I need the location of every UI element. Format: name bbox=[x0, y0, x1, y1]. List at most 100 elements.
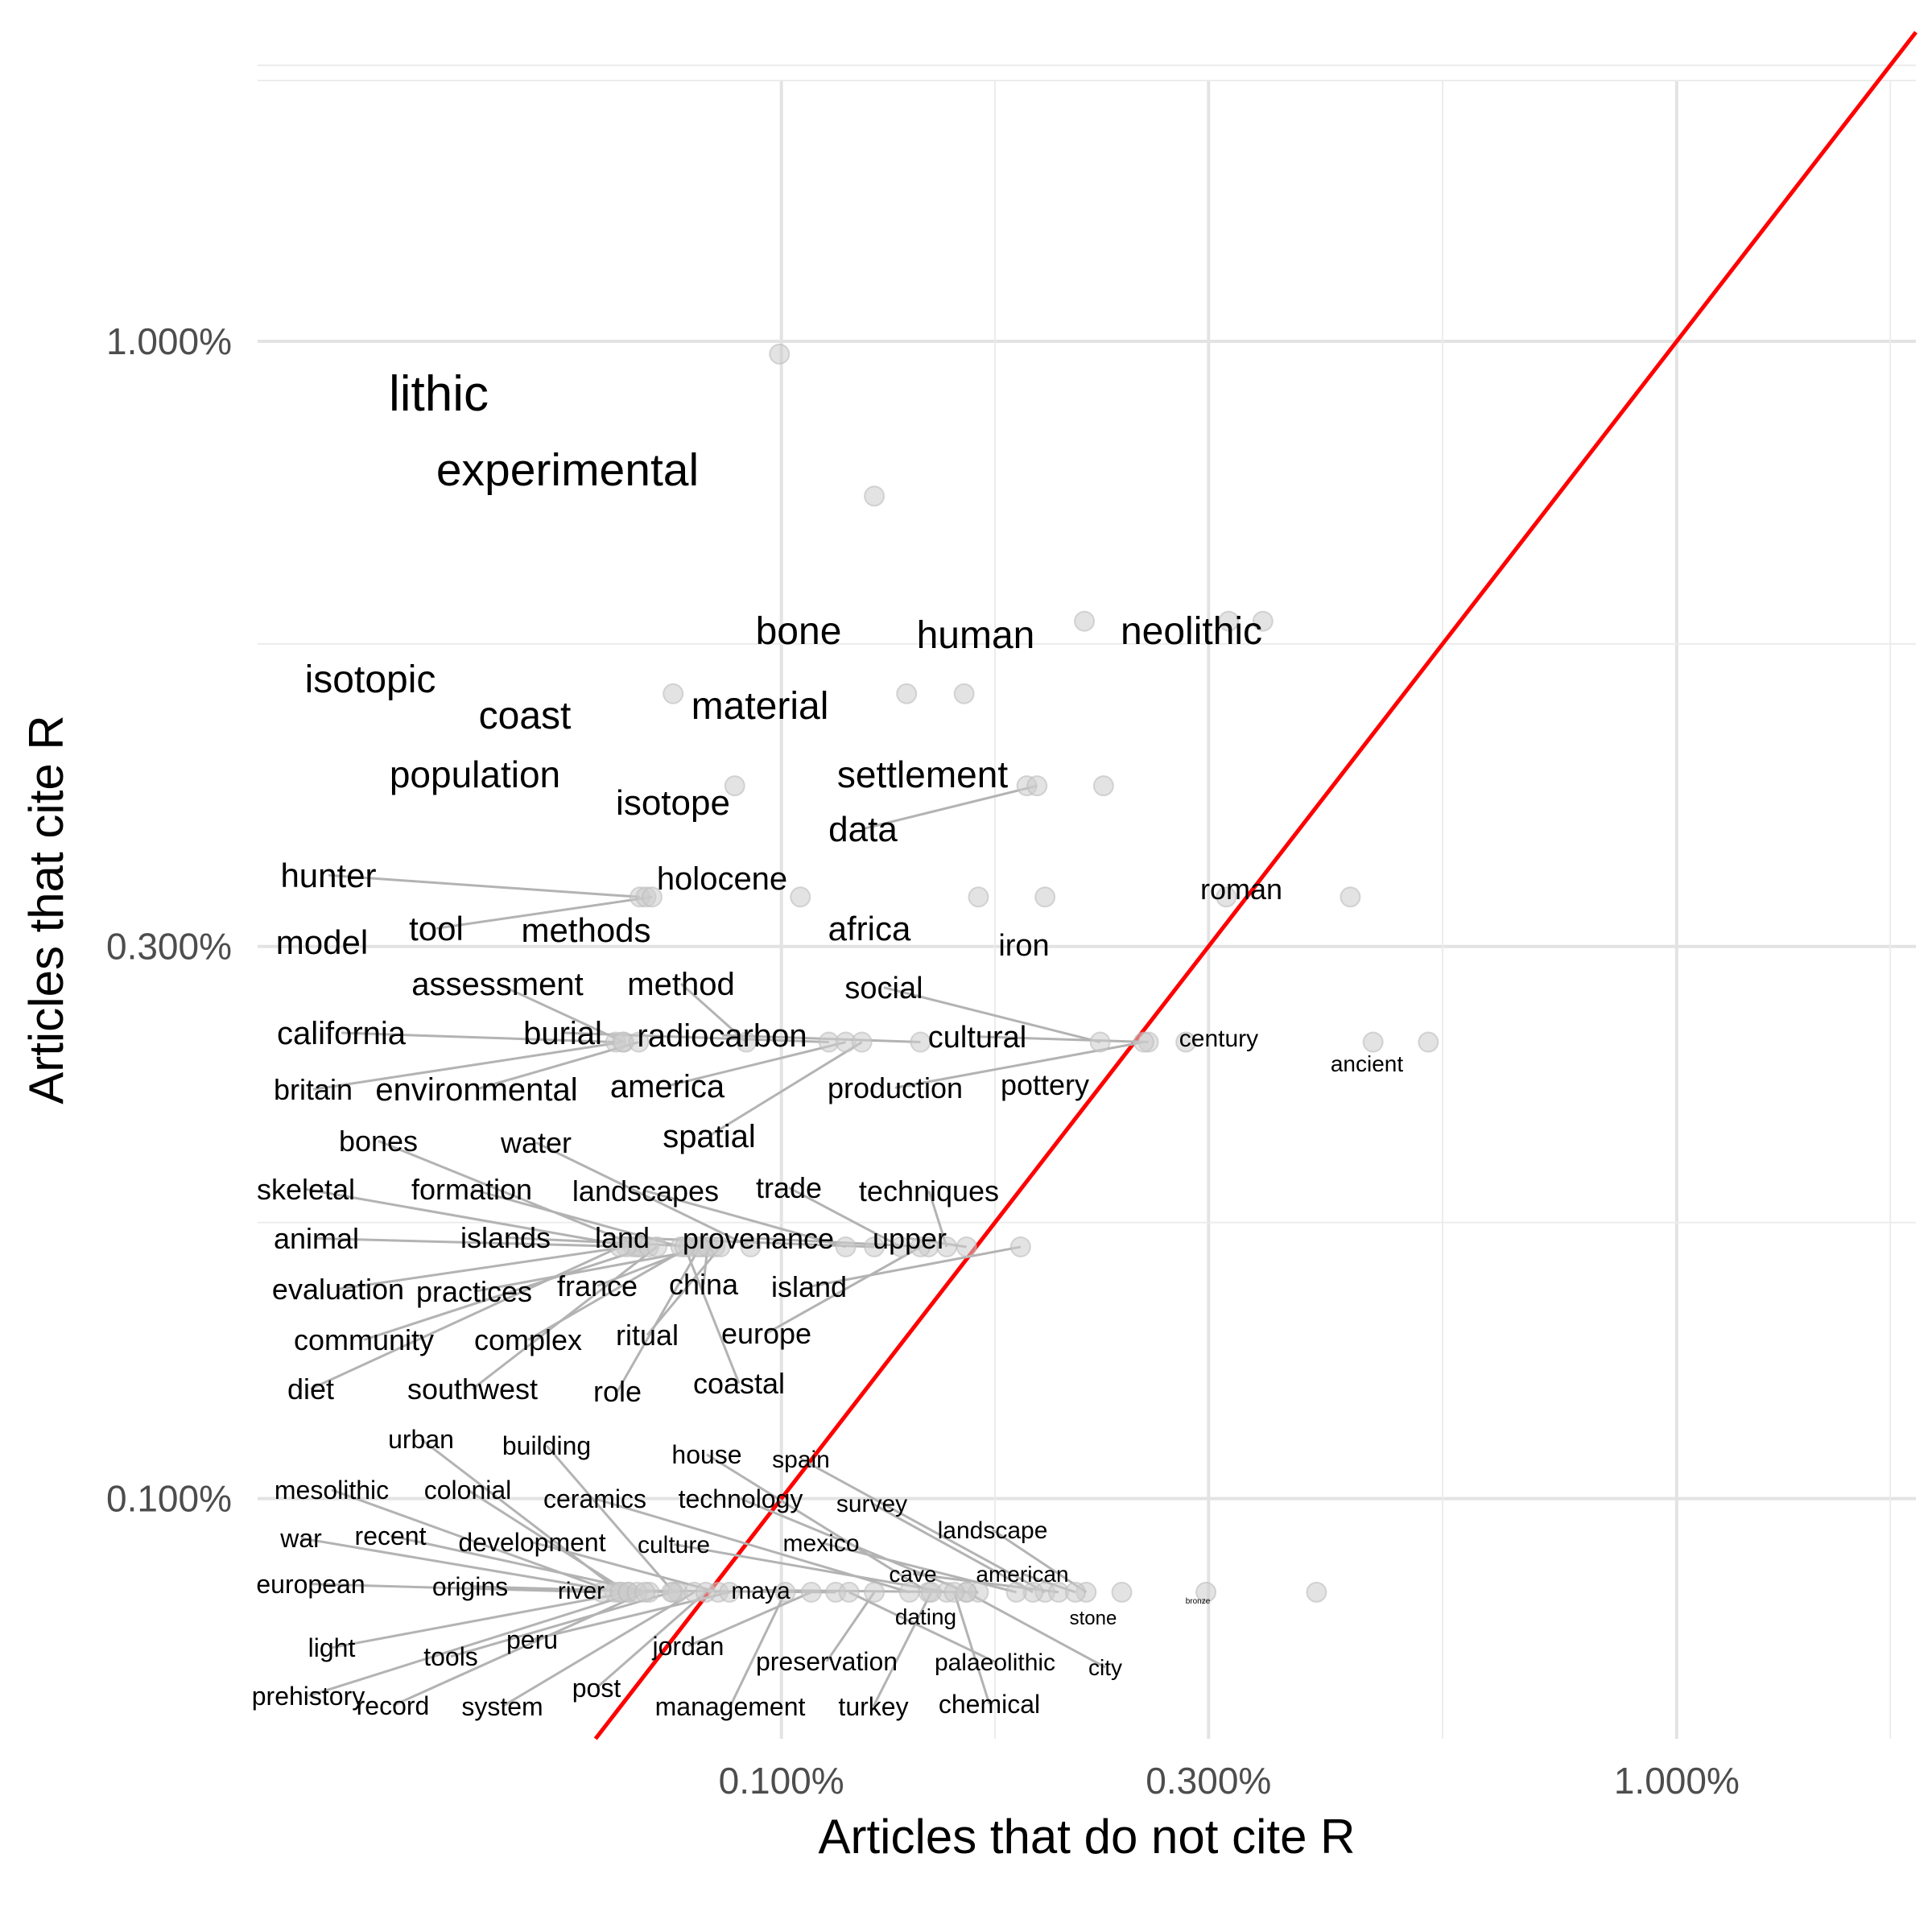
leader-spatial bbox=[708, 1041, 863, 1137]
point-social bbox=[1089, 1031, 1111, 1053]
point-settlement bbox=[1092, 775, 1114, 797]
label-chemical: chemical bbox=[939, 1690, 1040, 1719]
label-maya: maya bbox=[731, 1578, 791, 1604]
point-ceramics bbox=[898, 1581, 920, 1603]
leader-management bbox=[729, 1591, 786, 1707]
label-origins: origins bbox=[432, 1572, 508, 1601]
point-american bbox=[1064, 1581, 1086, 1603]
point-bronze bbox=[1306, 1581, 1327, 1603]
label-technology: technology bbox=[679, 1484, 803, 1513]
leader-water bbox=[535, 1141, 752, 1249]
point-bone bbox=[1074, 610, 1096, 632]
point-lithic bbox=[769, 343, 791, 365]
label-lithic: lithic bbox=[389, 366, 489, 422]
leader-palaeolithic bbox=[848, 1591, 996, 1663]
leader-diet bbox=[310, 1245, 621, 1390]
leader-preservation bbox=[825, 1591, 876, 1662]
data-points bbox=[591, 343, 1439, 1603]
label-survey: survey bbox=[836, 1491, 907, 1517]
label-china: china bbox=[669, 1268, 739, 1301]
reference-line-group bbox=[593, 31, 1918, 1740]
leader-system bbox=[502, 1591, 696, 1708]
point-production bbox=[1133, 1031, 1154, 1053]
leader-island bbox=[808, 1245, 1022, 1288]
leader-coastal bbox=[683, 1246, 741, 1384]
label-light: light bbox=[308, 1633, 356, 1662]
label-model: model bbox=[276, 923, 368, 961]
point-landscapes bbox=[835, 1236, 857, 1257]
leader-bones bbox=[378, 1140, 641, 1249]
point-holocene bbox=[968, 886, 989, 908]
label-europe: europe bbox=[721, 1317, 811, 1350]
point-tool bbox=[641, 886, 663, 908]
label-european: european bbox=[256, 1570, 365, 1599]
label-system: system bbox=[461, 1692, 543, 1721]
leader-social bbox=[883, 986, 1100, 1043]
word-labels: lithic experimental bone human neolithic isot… bbox=[252, 366, 1404, 1721]
point-post bbox=[695, 1581, 716, 1603]
label-islands: islands bbox=[460, 1221, 551, 1254]
point-method bbox=[736, 1031, 758, 1053]
leader-tool bbox=[436, 895, 653, 930]
label-role: role bbox=[593, 1375, 642, 1408]
label-spatial: spatial bbox=[663, 1119, 756, 1154]
label-africa: africa bbox=[828, 910, 911, 947]
label-culture: culture bbox=[638, 1532, 710, 1558]
label-american: american bbox=[976, 1562, 1068, 1587]
point-island bbox=[1009, 1236, 1031, 1257]
point-record bbox=[634, 1581, 656, 1603]
label-river: river bbox=[558, 1578, 605, 1604]
leader-data bbox=[862, 784, 1038, 831]
label-neolithic: neolithic bbox=[1121, 610, 1262, 653]
label-skeletal: skeletal bbox=[257, 1173, 355, 1206]
label-trade: trade bbox=[756, 1171, 822, 1204]
label-ritual: ritual bbox=[616, 1319, 679, 1352]
leader-development bbox=[531, 1541, 719, 1594]
label-complex: complex bbox=[474, 1323, 582, 1356]
label-development: development bbox=[458, 1528, 605, 1557]
point-diet bbox=[609, 1236, 630, 1257]
leader-california bbox=[341, 1031, 616, 1044]
leader-evaluation bbox=[337, 1245, 627, 1290]
label-california: california bbox=[277, 1016, 407, 1051]
leader-jordan bbox=[687, 1591, 812, 1648]
label-coast: coast bbox=[479, 695, 572, 737]
leader-method bbox=[680, 982, 748, 1043]
point-preservation bbox=[864, 1581, 886, 1603]
point-peru bbox=[719, 1581, 741, 1603]
label-data: data bbox=[828, 810, 898, 849]
label-house: house bbox=[671, 1440, 741, 1469]
leader-culture bbox=[673, 1543, 947, 1594]
point-isotopic bbox=[663, 683, 684, 704]
label-evaluation: evaluation bbox=[272, 1273, 404, 1306]
label-preservation: preservation bbox=[756, 1647, 898, 1676]
leader-europe bbox=[766, 1245, 922, 1335]
label-isotopic: isotopic bbox=[305, 658, 436, 701]
x-tick-label: 0.300% bbox=[1146, 1760, 1271, 1802]
point-management bbox=[774, 1581, 796, 1603]
label-bones: bones bbox=[339, 1125, 418, 1158]
label-radiocarbon: radiocarbon bbox=[637, 1018, 807, 1054]
leader-skeletal bbox=[305, 1187, 634, 1249]
leader-southwest bbox=[472, 1245, 658, 1390]
point-africa bbox=[1034, 886, 1056, 908]
point-radiocarbon bbox=[910, 1031, 931, 1053]
leader-european bbox=[310, 1583, 602, 1594]
label-france: france bbox=[557, 1269, 638, 1302]
label-material: material bbox=[691, 685, 829, 728]
point-data bbox=[1026, 775, 1048, 797]
leader-landscape bbox=[992, 1529, 1088, 1594]
point-land bbox=[864, 1236, 886, 1257]
label-formation: formation bbox=[411, 1173, 532, 1206]
label-isotope: isotope bbox=[616, 783, 730, 823]
point-upper bbox=[956, 1236, 977, 1257]
label-land: land bbox=[595, 1221, 650, 1254]
label-assessment: assessment bbox=[411, 967, 583, 1002]
label-mexico: mexico bbox=[782, 1530, 859, 1557]
label-america: america bbox=[610, 1069, 725, 1104]
label-population: population bbox=[390, 753, 560, 795]
label-ancient: ancient bbox=[1331, 1051, 1404, 1076]
label-burial: burial bbox=[523, 1016, 602, 1051]
label-pottery: pottery bbox=[1001, 1068, 1089, 1101]
